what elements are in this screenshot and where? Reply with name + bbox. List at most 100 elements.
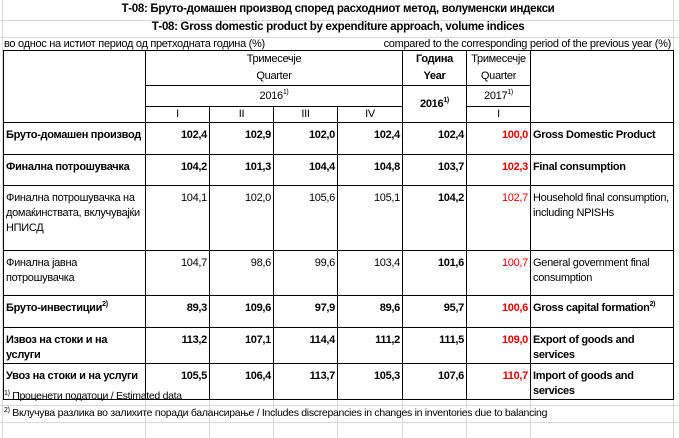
row-label-mk: Финална јавна потрошувачка (3, 250, 146, 296)
row-label-mk-text: Извоз на стоки и на услуги (6, 334, 108, 361)
value-q4: 102,4 (337, 122, 403, 155)
header-q1-2017: I (466, 106, 531, 123)
value-q4-text: 104,8 (373, 161, 400, 173)
row-label-en: Export of goods and services (530, 327, 674, 364)
grid-line (337, 388, 338, 438)
value-q1-2017: 100,7 (466, 250, 531, 296)
header-quarter-en: Quarter (145, 68, 403, 86)
value-q1-2017: 110,7 (466, 363, 531, 400)
value-q1-2017: 109,0 (466, 327, 531, 364)
footnote-mark: 1) (282, 88, 289, 96)
row-label-mk-text: Финална јавна потрошувачка (6, 257, 78, 284)
subtitle-en: compared to the corresponding period of … (383, 38, 672, 50)
grid-line (2, 0, 3, 438)
value-q1: 104,1 (145, 185, 210, 251)
grid-line (0, 405, 679, 406)
row-label-mk: Увоз на стоки и на услуги (3, 363, 146, 400)
value-q2-text: 101,3 (244, 161, 271, 173)
row-label-mk: Финална потрошувачка на домаќинствата, в… (3, 185, 146, 251)
value-q1-text: 105,5 (180, 370, 207, 382)
value-q1-2017: 102,7 (466, 185, 531, 251)
value-q3: 97,9 (273, 295, 338, 328)
value-q3: 105,6 (273, 185, 338, 251)
value-q4-text: 89,6 (379, 302, 401, 314)
value-year-text: 111,5 (439, 334, 464, 346)
table-row: Бруто-домашен производ 102,4 102,9 102,0 102… (3, 122, 674, 155)
row-label-mk: Извоз на стоки и на услуги (3, 327, 146, 364)
row-label-en: Gross capital formation2) (530, 295, 674, 328)
value-q3: 104,4 (273, 154, 338, 186)
header-empty-right (530, 50, 674, 123)
footnote-text: Проценети податоци / Estimated data (9, 390, 182, 402)
value-year: 101,6 (402, 250, 467, 296)
value-q3: 114,4 (273, 327, 338, 364)
header-q2: II (209, 106, 274, 123)
header-empty-left (3, 50, 146, 123)
value-q3: 102,0 (273, 122, 338, 155)
row-label-mk-text: Финална потрошувачка на домаќинствата, в… (6, 192, 140, 234)
value-q1: 104,2 (145, 154, 210, 186)
value-q1-text: 102,4 (180, 129, 207, 141)
value-q4: 105,3 (337, 363, 403, 400)
value-q1-2017-text: 109,0 (501, 334, 528, 346)
value-q4-text: 105,3 (373, 370, 400, 382)
grid-line (530, 388, 531, 438)
row-label-mk: Бруто-инвестиции2) (3, 295, 146, 328)
value-q4-text: 111,2 (375, 334, 400, 346)
header-quarter2017-en: Quarter (466, 68, 531, 86)
header-year-en: Year (402, 68, 467, 86)
value-year-text: 103,7 (437, 161, 464, 173)
value-year: 104,2 (402, 185, 467, 251)
value-q1-2017-text: 102,3 (501, 161, 528, 173)
grid-line (273, 388, 274, 438)
row-label-en-text: Export of goods and services (533, 334, 635, 361)
table-row: Извоз на стоки и на услуги 113,2 107,1 114,… (3, 327, 674, 364)
value-year: 102,4 (402, 122, 467, 155)
value-year-text: 101,6 (437, 257, 464, 269)
value-year: 107,6 (402, 363, 467, 400)
title-mk: Т-08: Бруто-домашен производ според расх… (121, 3, 555, 15)
value-q1-2017: 100,0 (466, 122, 531, 155)
grid-line (145, 388, 146, 438)
value-q2: 102,9 (209, 122, 274, 155)
table-row: Финална потрошувачка на домаќинствата, в… (3, 185, 674, 251)
value-q1-2017-text: 110,7 (502, 370, 529, 382)
row-label-en-text: General government final consumption (533, 257, 650, 284)
value-year: 111,5 (402, 327, 467, 364)
value-q3-text: 114,4 (309, 334, 336, 346)
value-year-text: 102,4 (437, 129, 464, 141)
footnote-mark: 2) (649, 301, 656, 308)
footnote-2: 2) Вклучува разлика во залихите поради б… (4, 407, 547, 419)
value-q1-2017-text: 100,7 (501, 257, 528, 269)
value-q1: 104,7 (145, 250, 210, 296)
value-q4-text: 105,1 (373, 192, 400, 204)
value-q2-text: 102,0 (244, 192, 271, 204)
value-q2-text: 109,6 (244, 302, 271, 314)
header-year-2016-quarters: 20161) (145, 85, 403, 107)
row-label-mk-text: Финална потрошувачка (6, 161, 130, 173)
table-row: Бруто-инвестиции2) 89,3 109,6 97,9 89,6 95,7 1… (3, 295, 674, 328)
value-q4: 104,8 (337, 154, 403, 186)
footnote-mark: 1) (443, 96, 449, 104)
header-q3: III (273, 106, 338, 123)
value-year: 95,7 (402, 295, 467, 328)
value-q1-2017-text: 100,0 (501, 129, 528, 141)
value-q1: 89,3 (145, 295, 210, 328)
value-q3-text: 104,4 (308, 161, 335, 173)
row-label-en-text: Final consumption (533, 161, 626, 173)
row-label-en-text: Gross Domestic Product (533, 129, 656, 141)
value-q4-text: 103,4 (373, 257, 400, 269)
year-label: 2017 (484, 89, 508, 102)
value-q3-text: 113,7 (309, 370, 336, 382)
value-q2-text: 102,9 (244, 129, 271, 141)
title-en: Т-08: Gross domestic product by expendit… (151, 21, 525, 33)
value-q1: 113,2 (145, 327, 210, 364)
gdp-table: Тримесечје Година Тримесечје Quarter Yea… (3, 50, 674, 400)
grid-line (402, 388, 403, 438)
header-year-2016-annual: 20161) (402, 85, 467, 123)
grid-line (673, 0, 674, 438)
header-q1: I (145, 106, 210, 123)
table-row: Увоз на стоки и на услуги 105,5 106,4 113,7… (3, 363, 674, 400)
value-q4: 103,4 (337, 250, 403, 296)
grid-line (0, 422, 679, 423)
